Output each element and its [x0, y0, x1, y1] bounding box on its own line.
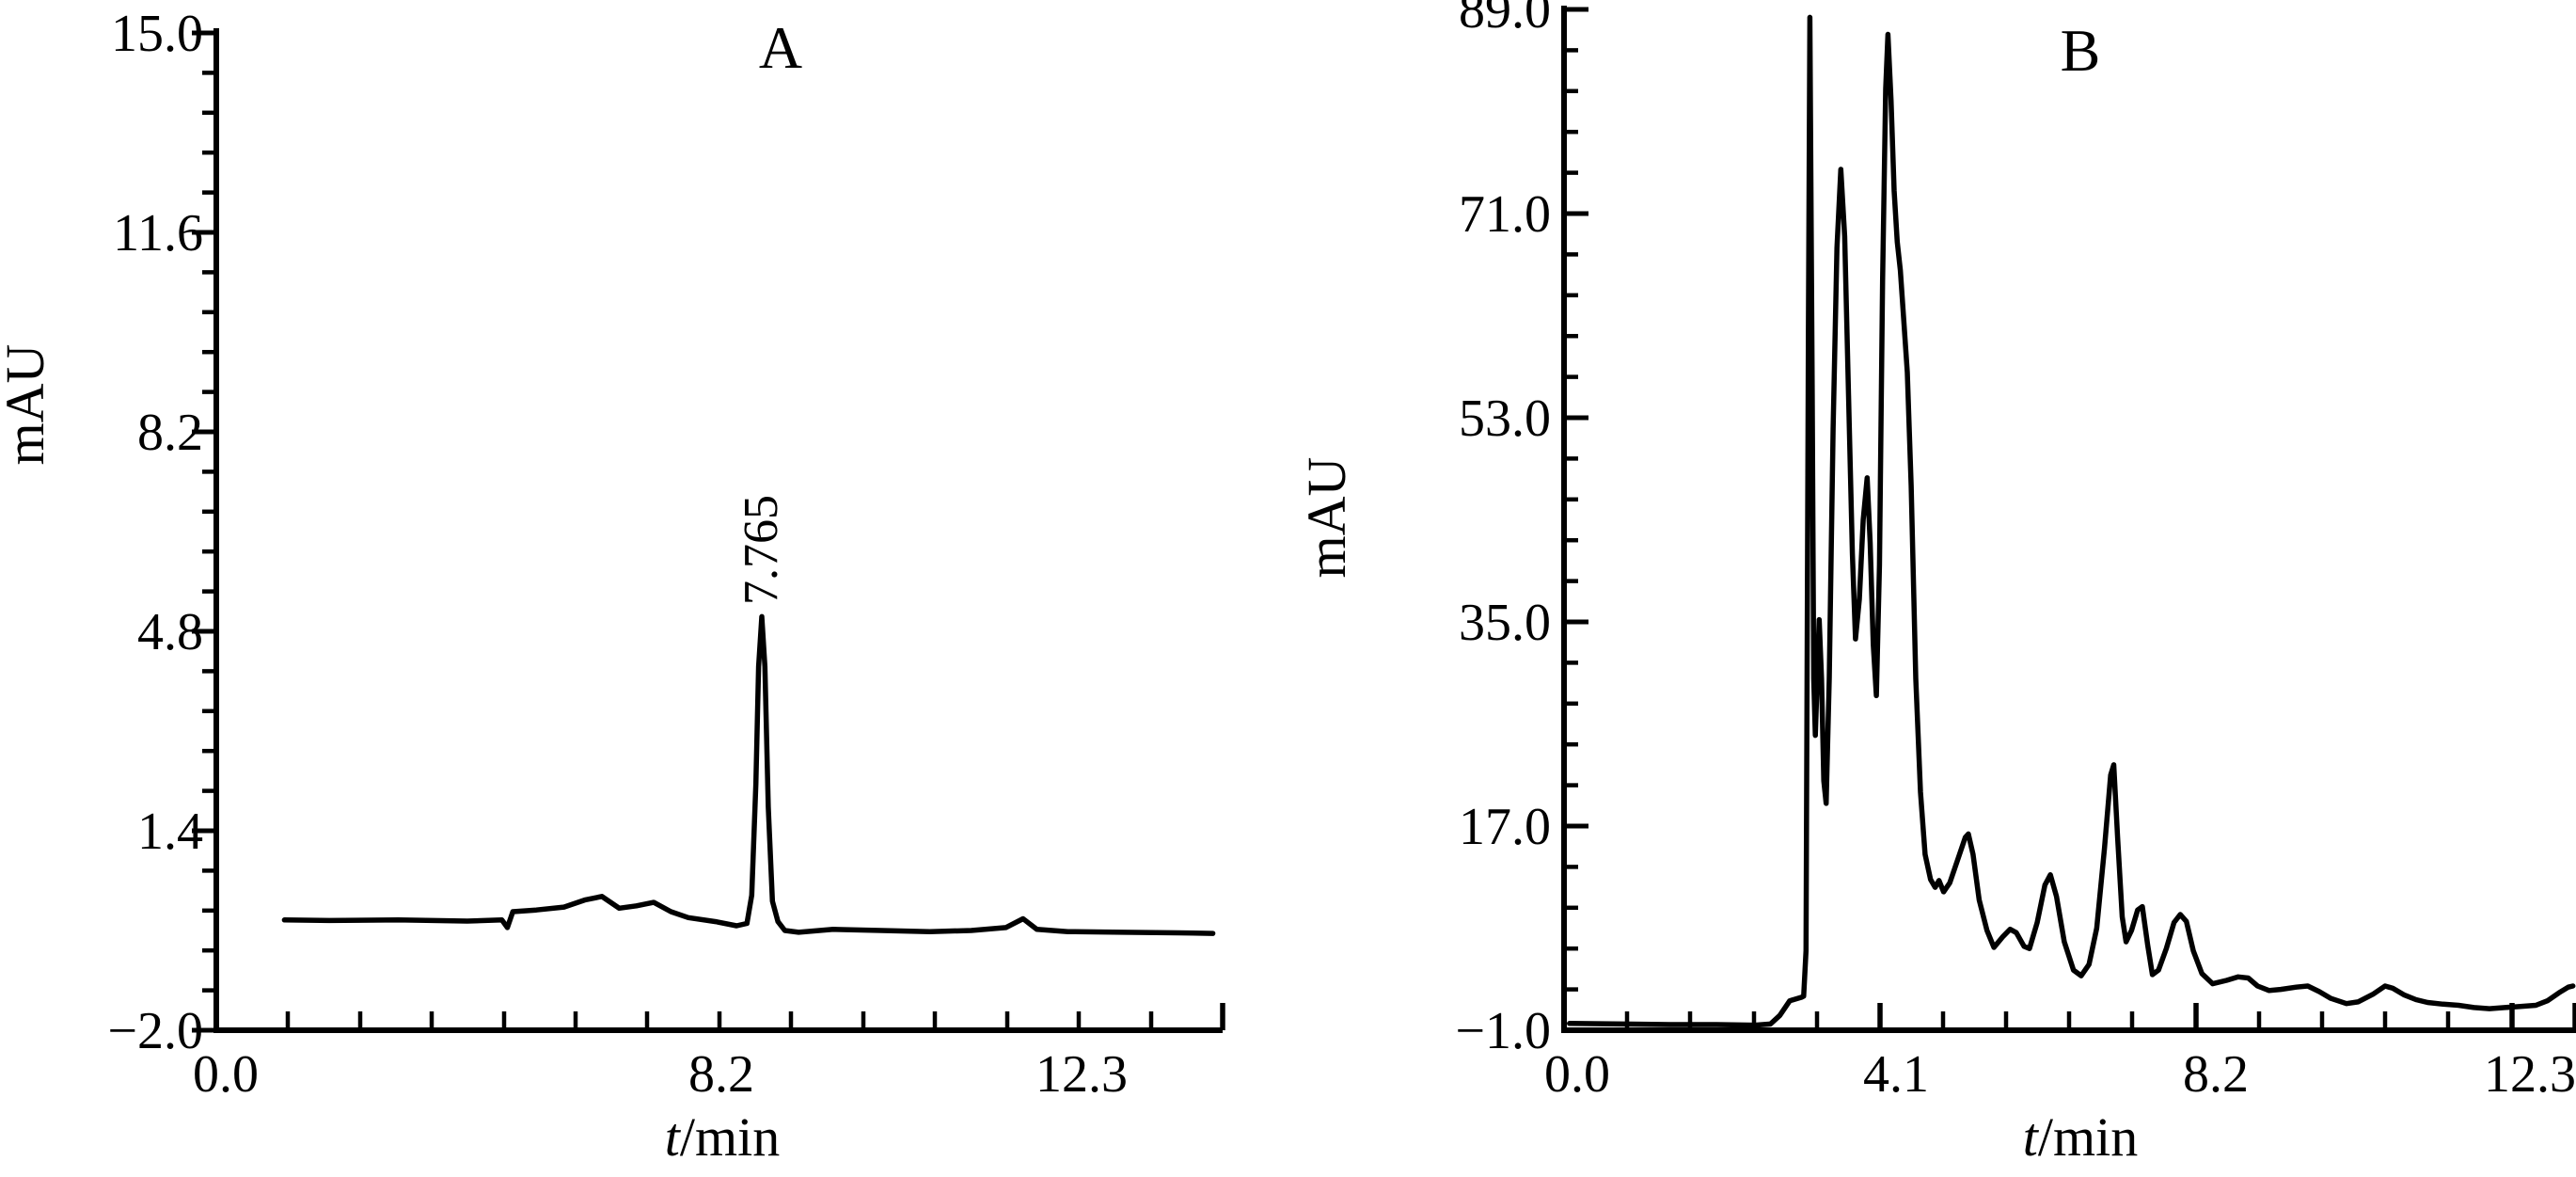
x-axis-label-unit: /min [2038, 1106, 2138, 1168]
y-tick-label: −1.0 [1455, 1002, 1551, 1060]
x-axis-label-symbol: t [2023, 1106, 2040, 1168]
x-tick-label: 8.2 [688, 1045, 754, 1104]
x-tick-label: 4.1 [1863, 1045, 1929, 1104]
panel-title: A [759, 14, 802, 81]
x-tick-label: 0.0 [1544, 1045, 1610, 1104]
x-tick-label: 12.3 [2484, 1045, 2576, 1104]
peak-retention-label: 7.765 [735, 495, 788, 605]
panel-title: B [2061, 17, 2101, 84]
x-tick-label: 12.3 [1035, 1045, 1128, 1104]
x-axis-label: t/min [665, 1106, 780, 1168]
x-tick-label: 8.2 [2183, 1045, 2249, 1104]
y-tick-label: −2.0 [107, 1002, 203, 1060]
chromatogram-trace [281, 613, 1216, 936]
y-tick-label: 53.0 [1459, 390, 1551, 448]
chart-B: 89.0 71.0 53.0 35.0 17.0 −1.00.0 4.1 8.2 12.3 BmA… [1296, 0, 2576, 1168]
chromatogram-trace [1567, 14, 2576, 1028]
x-tick-label: 0.0 [193, 1045, 259, 1104]
y-tick-label: 11.6 [113, 204, 203, 262]
x-axis-label: t/min [2023, 1106, 2138, 1168]
y-tick-label: 71.0 [1459, 185, 1551, 244]
y-tick-label: 15.0 [111, 5, 203, 63]
y-tick-label: 8.2 [137, 404, 203, 462]
x-axis-label-unit: /min [680, 1106, 780, 1168]
y-tick-label: 1.4 [137, 803, 203, 861]
y-tick-label: 17.0 [1459, 798, 1551, 856]
y-axis-label: mAU [1296, 457, 1357, 579]
y-tick-label: 89.0 [1459, 0, 1551, 40]
y-tick-label: 35.0 [1459, 594, 1551, 652]
y-axis-label: mAU [0, 344, 55, 466]
x-axis-label-symbol: t [665, 1106, 682, 1168]
y-tick-label: 4.8 [137, 603, 203, 661]
